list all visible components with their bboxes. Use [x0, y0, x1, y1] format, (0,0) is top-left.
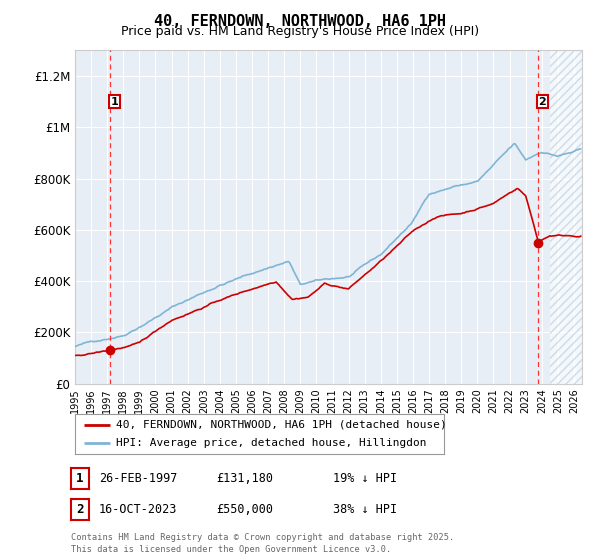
Text: £131,180: £131,180	[216, 472, 273, 486]
Text: £550,000: £550,000	[216, 503, 273, 516]
Text: 16-OCT-2023: 16-OCT-2023	[99, 503, 178, 516]
Text: 1: 1	[110, 97, 118, 106]
Text: 40, FERNDOWN, NORTHWOOD, HA6 1PH: 40, FERNDOWN, NORTHWOOD, HA6 1PH	[154, 14, 446, 29]
Text: 2: 2	[76, 503, 83, 516]
Text: 2: 2	[539, 97, 546, 106]
Text: Price paid vs. HM Land Registry's House Price Index (HPI): Price paid vs. HM Land Registry's House …	[121, 25, 479, 39]
Text: This data is licensed under the Open Government Licence v3.0.: This data is licensed under the Open Gov…	[71, 545, 391, 554]
Text: Contains HM Land Registry data © Crown copyright and database right 2025.: Contains HM Land Registry data © Crown c…	[71, 533, 454, 542]
Bar	[550, 50, 582, 384]
Text: 40, FERNDOWN, NORTHWOOD, HA6 1PH (detached house): 40, FERNDOWN, NORTHWOOD, HA6 1PH (detach…	[116, 420, 446, 430]
Text: 26-FEB-1997: 26-FEB-1997	[99, 472, 178, 486]
Text: 1: 1	[76, 472, 83, 486]
Text: 38% ↓ HPI: 38% ↓ HPI	[333, 503, 397, 516]
Text: HPI: Average price, detached house, Hillingdon: HPI: Average price, detached house, Hill…	[116, 438, 426, 448]
Text: 19% ↓ HPI: 19% ↓ HPI	[333, 472, 397, 486]
